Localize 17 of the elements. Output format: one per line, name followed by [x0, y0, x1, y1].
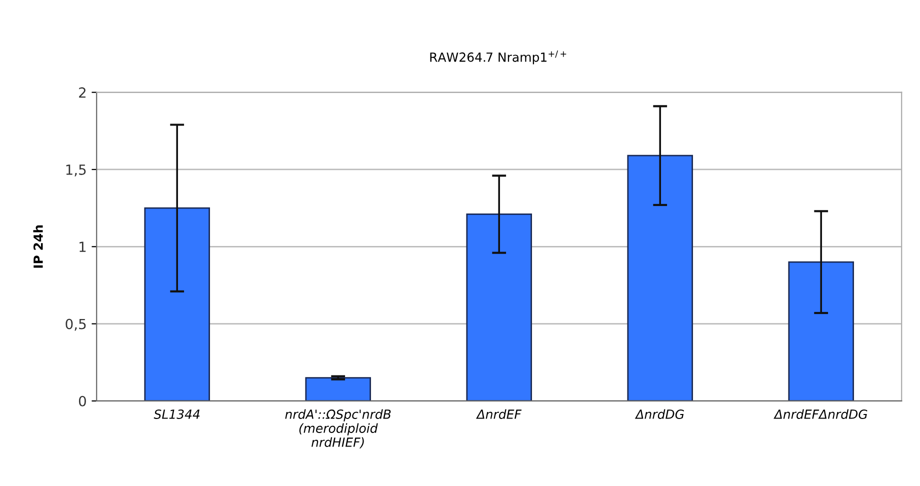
- x-tick-label: nrdA'::ΩSpc'nrdB (merodiploid nrdHIEF): [285, 409, 391, 448]
- x-tick-label: SL1344: [154, 410, 200, 419]
- y-tick-label: 2: [79, 87, 86, 98]
- y-tick-label: 1,5: [66, 164, 86, 176]
- y-tick-label: 0: [78, 396, 86, 406]
- bar: [305, 377, 371, 401]
- bar: [466, 214, 532, 401]
- x-tick-label: ΔnrdEFΔnrdDG: [774, 409, 868, 419]
- chart-title: RAW264.7 Nramp1$^{+/+}$: [430, 50, 566, 64]
- bar: [144, 207, 210, 401]
- bar: [627, 154, 693, 401]
- x-tick-label: ΔnrdEF: [476, 409, 522, 419]
- y-tick-label: 0,5: [66, 318, 86, 331]
- y-tick-label: 1: [80, 242, 86, 252]
- bar: [788, 261, 854, 401]
- y-axis-title: IP 24h: [33, 225, 43, 268]
- x-tick-label: ΔnrdDG: [634, 409, 684, 419]
